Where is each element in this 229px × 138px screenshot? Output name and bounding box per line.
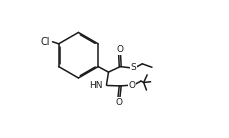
Text: O: O bbox=[115, 98, 122, 107]
Text: Cl: Cl bbox=[41, 37, 50, 47]
Text: O: O bbox=[116, 45, 123, 54]
Text: S: S bbox=[130, 63, 136, 72]
Text: HN: HN bbox=[89, 81, 103, 90]
Text: O: O bbox=[128, 81, 135, 90]
